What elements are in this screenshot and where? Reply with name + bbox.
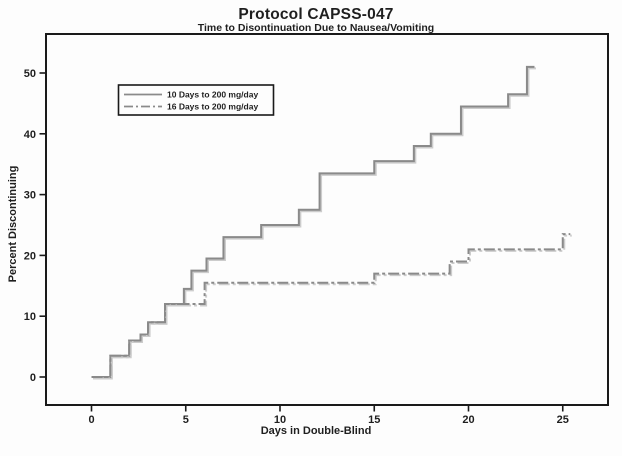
y-axis-ticks: 0 10 20 30 40 50: [24, 68, 46, 384]
y-tick-label: 30: [24, 190, 36, 202]
y-tick-label: 50: [24, 68, 36, 80]
y-tick-label: 0: [30, 372, 36, 384]
legend-label-series-2: 16 Days to 200 mg/day: [167, 102, 258, 112]
x-axis-ticks: 0 5 10 15 20 25: [88, 405, 569, 426]
series-curve-2: [91, 233, 571, 378]
chart-title: Protocol CAPSS-047: [238, 6, 393, 23]
series-curve-1: [91, 65, 535, 378]
x-tick-label: 0: [88, 414, 94, 426]
series-curve-shadow: [93, 67, 536, 380]
plot-frame: [45, 33, 609, 406]
x-tick-label: 5: [183, 414, 189, 426]
y-tick-label: 40: [24, 129, 36, 141]
chart-subtitle: Time to Disontinuation Due to Nausea/Vom…: [198, 22, 434, 34]
x-tick-label: 15: [368, 414, 380, 426]
series-curve-shadow: [93, 234, 572, 380]
y-tick-label: 10: [24, 311, 36, 323]
x-tick-label: 20: [462, 414, 474, 426]
legend: 10 Days to 200 mg/day 16 Days to 200 mg/…: [117, 84, 275, 116]
x-axis-title: Days in Double-Blind: [261, 425, 372, 437]
y-axis-title: Percent Discontinuing: [7, 166, 19, 283]
y-tick-label: 20: [24, 250, 36, 262]
x-tick-label: 25: [557, 414, 569, 426]
series-curves: [91, 65, 572, 380]
legend-label-series-1: 10 Days to 200 mg/day: [167, 90, 258, 100]
legend-box: [117, 84, 275, 116]
x-tick-label: 10: [274, 414, 286, 426]
